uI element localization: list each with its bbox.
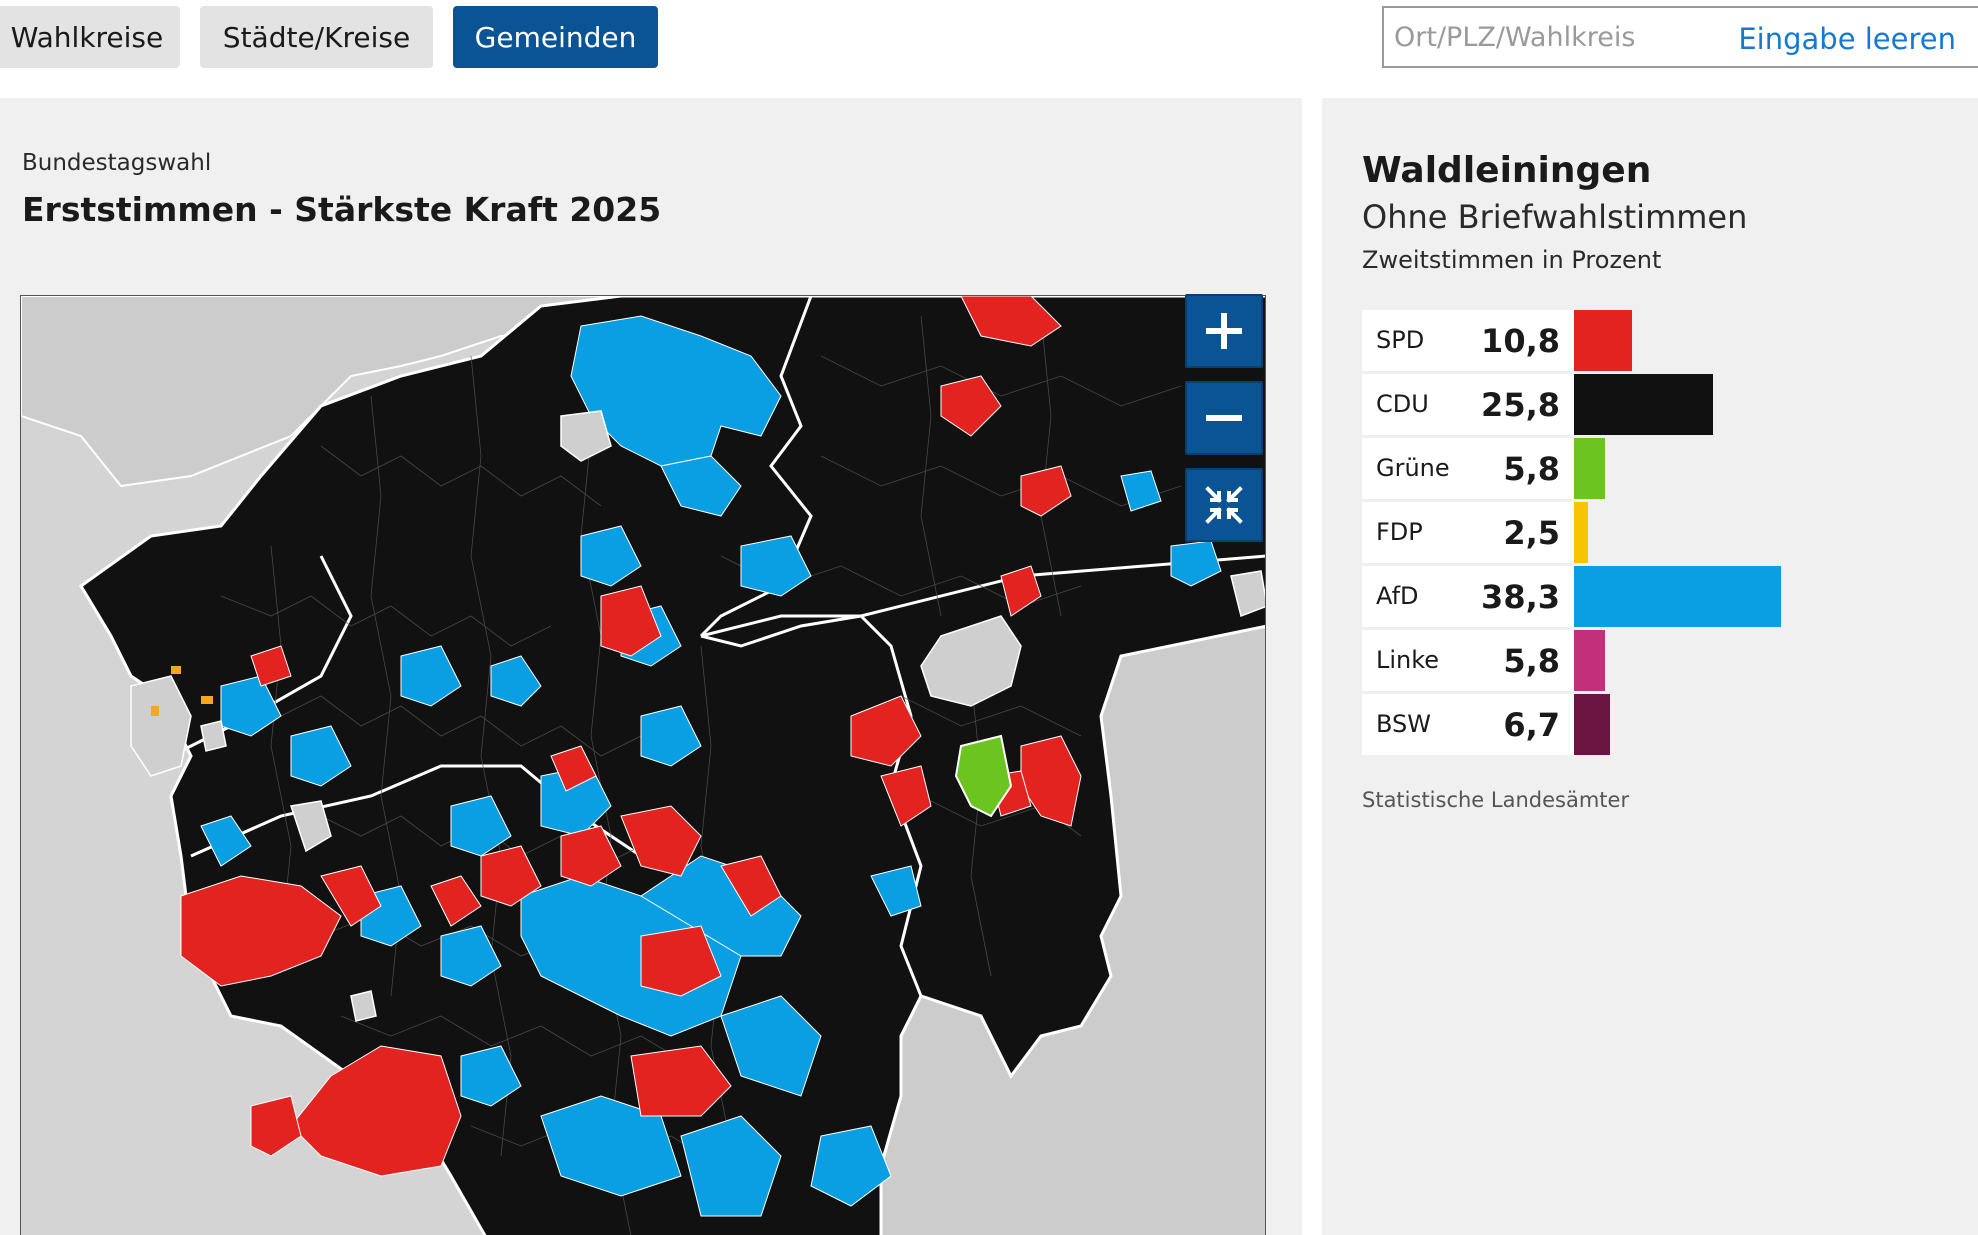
clear-input-link[interactable]: Eingabe leeren xyxy=(1738,22,1956,56)
party-bar xyxy=(1574,310,1632,371)
party-label-cell: FDP 2,5 xyxy=(1362,502,1574,563)
party-value: 6,7 xyxy=(1503,706,1560,744)
party-value: 25,8 xyxy=(1481,386,1560,424)
party-name: FDP xyxy=(1376,518,1423,546)
party-results: SPD 10,8 CDU 25,8 Grüne 5,8 FDP 2,5 AfD 38,3 Linke… xyxy=(1362,310,1962,758)
party-name: CDU xyxy=(1376,390,1429,418)
collapse-icon xyxy=(1205,486,1243,524)
party-name: Grüne xyxy=(1376,454,1450,482)
party-name: BSW xyxy=(1376,710,1432,738)
map-svg[interactable] xyxy=(21,296,1266,1235)
gruene-municipality xyxy=(954,734,1013,818)
party-bar xyxy=(1574,502,1588,563)
search-box: Eingabe leeren xyxy=(1382,6,1978,68)
result-unit: Zweitstimmen in Prozent xyxy=(1362,246,1662,274)
tab-gemeinden[interactable]: Gemeinden xyxy=(453,6,658,68)
party-row: AfD 38,3 xyxy=(1362,566,1962,627)
party-value: 5,8 xyxy=(1503,642,1560,680)
party-row: BSW 6,7 xyxy=(1362,694,1962,755)
result-subtitle: Ohne Briefwahlstimmen xyxy=(1362,198,1748,236)
view-tabs: Wahlkreise Städte/Kreise Gemeinden Einga… xyxy=(0,0,1978,95)
party-label-cell: Linke 5,8 xyxy=(1362,630,1574,691)
tab-wahlkreise[interactable]: Wahlkreise xyxy=(0,6,180,68)
municipality-name: Waldleiningen xyxy=(1362,150,1652,191)
party-row: FDP 2,5 xyxy=(1362,502,1962,563)
party-value: 2,5 xyxy=(1503,514,1560,552)
party-row: Linke 5,8 xyxy=(1362,630,1962,691)
election-map[interactable] xyxy=(20,295,1266,1235)
party-bar xyxy=(1574,566,1781,627)
result-panel: Waldleiningen Ohne Briefwahlstimmen Zwei… xyxy=(1322,98,1978,1235)
reset-view-button[interactable] xyxy=(1185,468,1263,542)
party-name: SPD xyxy=(1376,326,1425,354)
minus-icon xyxy=(1206,415,1242,421)
map-title: Erststimmen - Stärkste Kraft 2025 xyxy=(22,190,662,229)
party-label-cell: BSW 6,7 xyxy=(1362,694,1574,755)
party-value: 10,8 xyxy=(1481,322,1560,360)
spd-municipalities xyxy=(180,296,1082,1177)
tab-staedte-kreise[interactable]: Städte/Kreise xyxy=(200,6,433,68)
party-bar xyxy=(1574,374,1713,435)
party-bar xyxy=(1574,438,1605,499)
party-bar xyxy=(1574,694,1610,755)
fdp-municipalities xyxy=(151,666,213,716)
grey-municipalities xyxy=(130,410,1265,1022)
party-row: CDU 25,8 xyxy=(1362,374,1962,435)
map-kicker: Bundestagswahl xyxy=(22,150,212,176)
zoom-out-button[interactable] xyxy=(1185,381,1263,455)
district-border-ne xyxy=(700,614,862,648)
party-name: AfD xyxy=(1376,582,1419,610)
party-label-cell: SPD 10,8 xyxy=(1362,310,1574,371)
zoom-in-button[interactable] xyxy=(1185,294,1263,368)
map-panel: Bundestagswahl Erststimmen - Stärkste Kr… xyxy=(0,98,1302,1235)
party-value: 38,3 xyxy=(1481,578,1560,616)
party-label-cell: Grüne 5,8 xyxy=(1362,438,1574,499)
search-input[interactable] xyxy=(1384,8,1744,66)
plus-icon xyxy=(1206,313,1242,349)
party-label-cell: CDU 25,8 xyxy=(1362,374,1574,435)
party-row: Grüne 5,8 xyxy=(1362,438,1962,499)
party-label-cell: AfD 38,3 xyxy=(1362,566,1574,627)
data-source: Statistische Landesämter xyxy=(1362,788,1630,812)
party-row: SPD 10,8 xyxy=(1362,310,1962,371)
party-bar xyxy=(1574,630,1605,691)
party-name: Linke xyxy=(1376,646,1440,674)
party-value: 5,8 xyxy=(1503,450,1560,488)
afd-municipalities xyxy=(200,315,1222,1217)
